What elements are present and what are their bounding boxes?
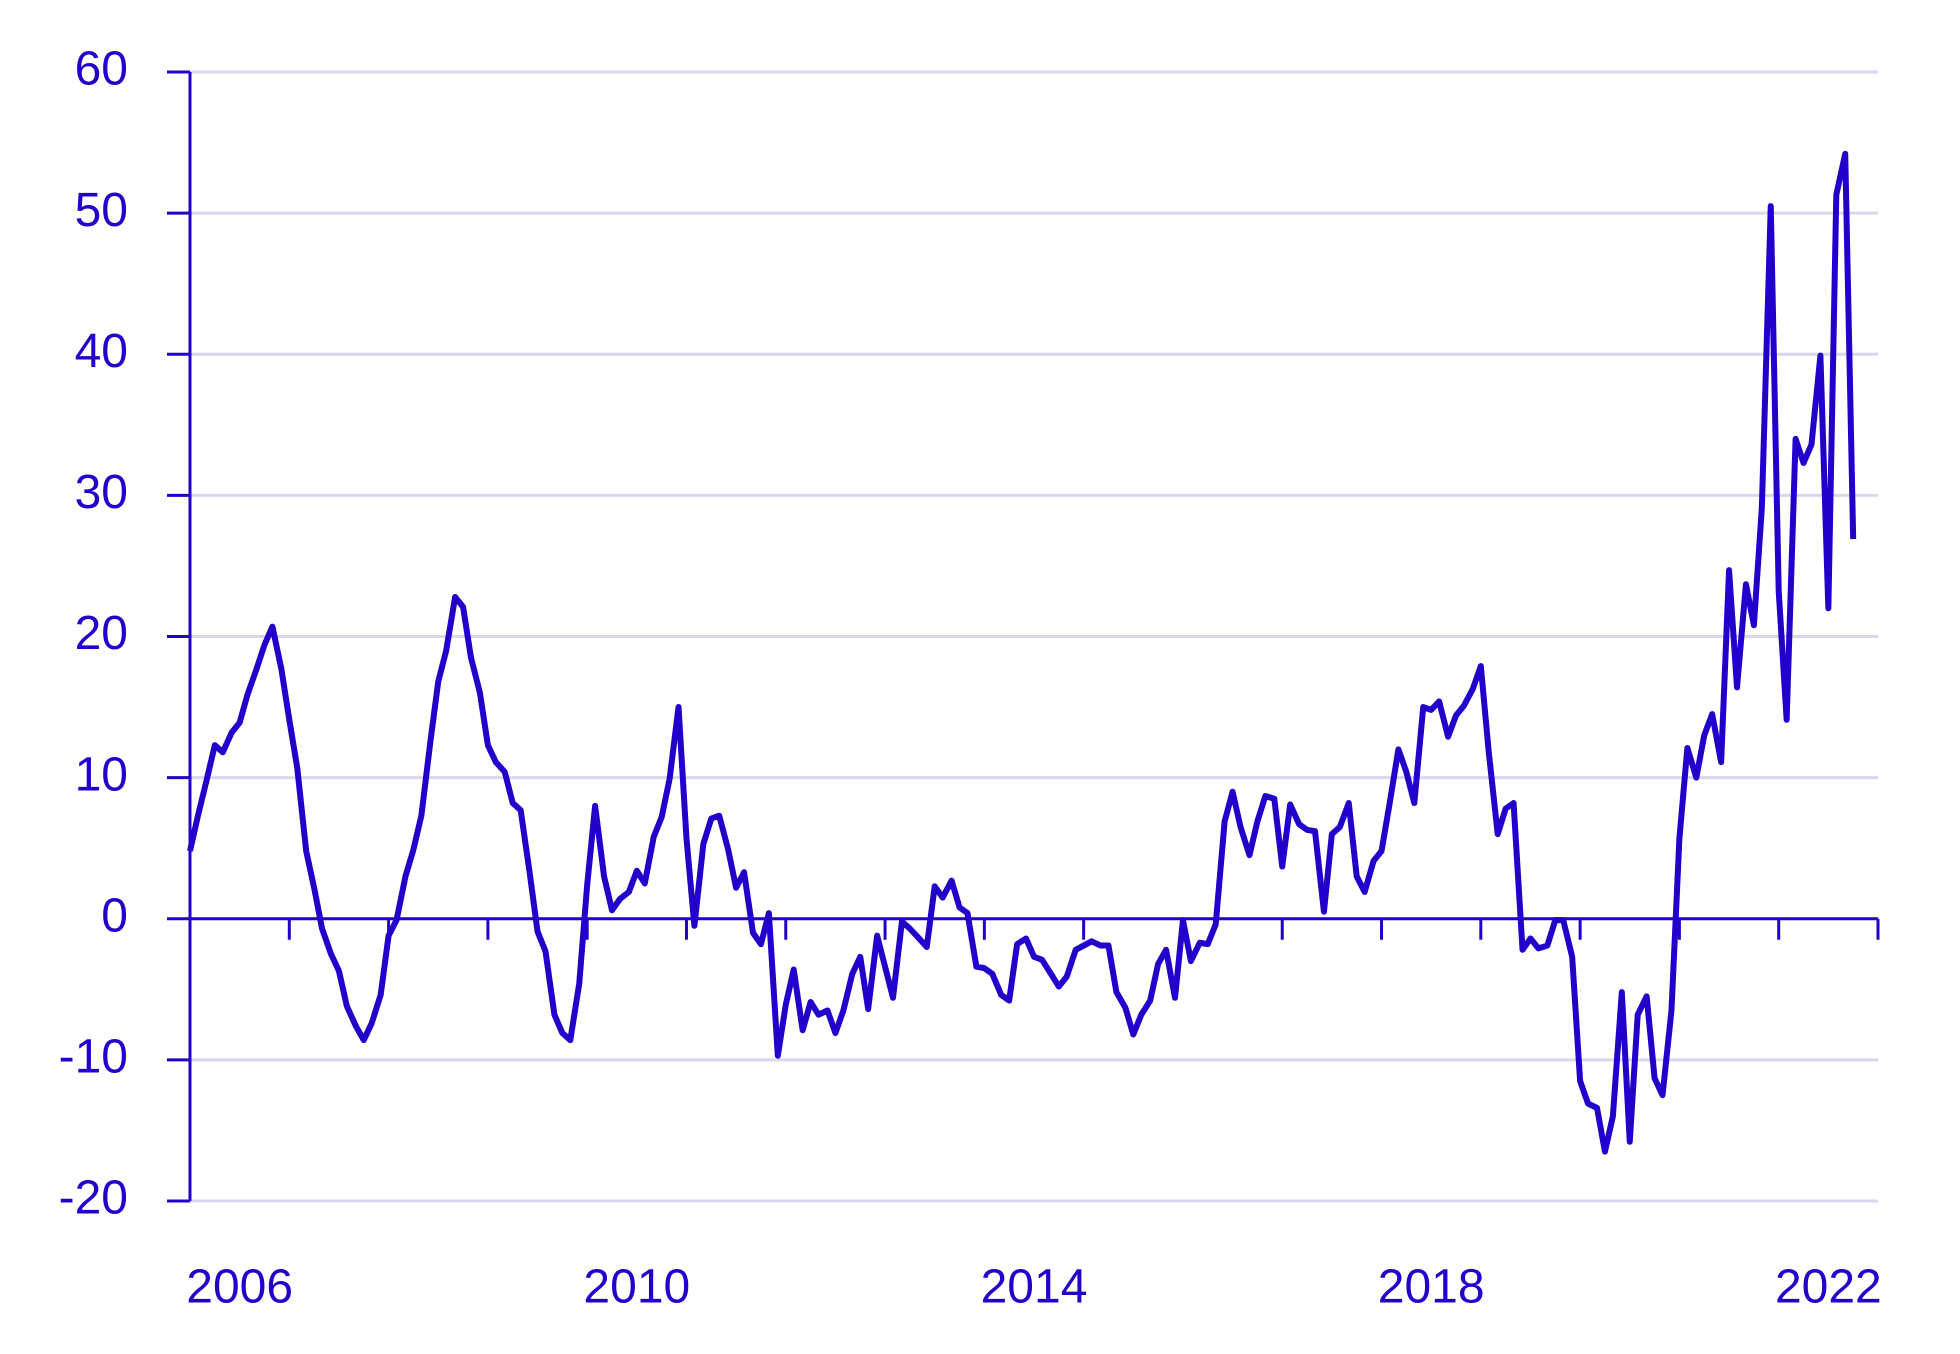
y-tick-label: -20 bbox=[59, 1172, 128, 1225]
x-tick-label: 2022 bbox=[1775, 1261, 1882, 1314]
y-tick-label: 60 bbox=[75, 43, 128, 96]
y-tick-label: 20 bbox=[75, 607, 128, 660]
x-tick-label: 2006 bbox=[186, 1261, 293, 1314]
y-tick-label: -10 bbox=[59, 1031, 128, 1084]
y-tick-label: 10 bbox=[75, 748, 128, 801]
y-tick-label: 40 bbox=[75, 325, 128, 378]
y-tick-label: 0 bbox=[101, 889, 128, 942]
x-tick-label: 2010 bbox=[583, 1261, 690, 1314]
x-tick-label: 2014 bbox=[981, 1261, 1088, 1314]
y-tick-label: 30 bbox=[75, 466, 128, 519]
y-tick-label: 50 bbox=[75, 184, 128, 237]
data-line bbox=[187, 150, 1857, 1155]
x-tick-label: 2018 bbox=[1378, 1261, 1485, 1314]
